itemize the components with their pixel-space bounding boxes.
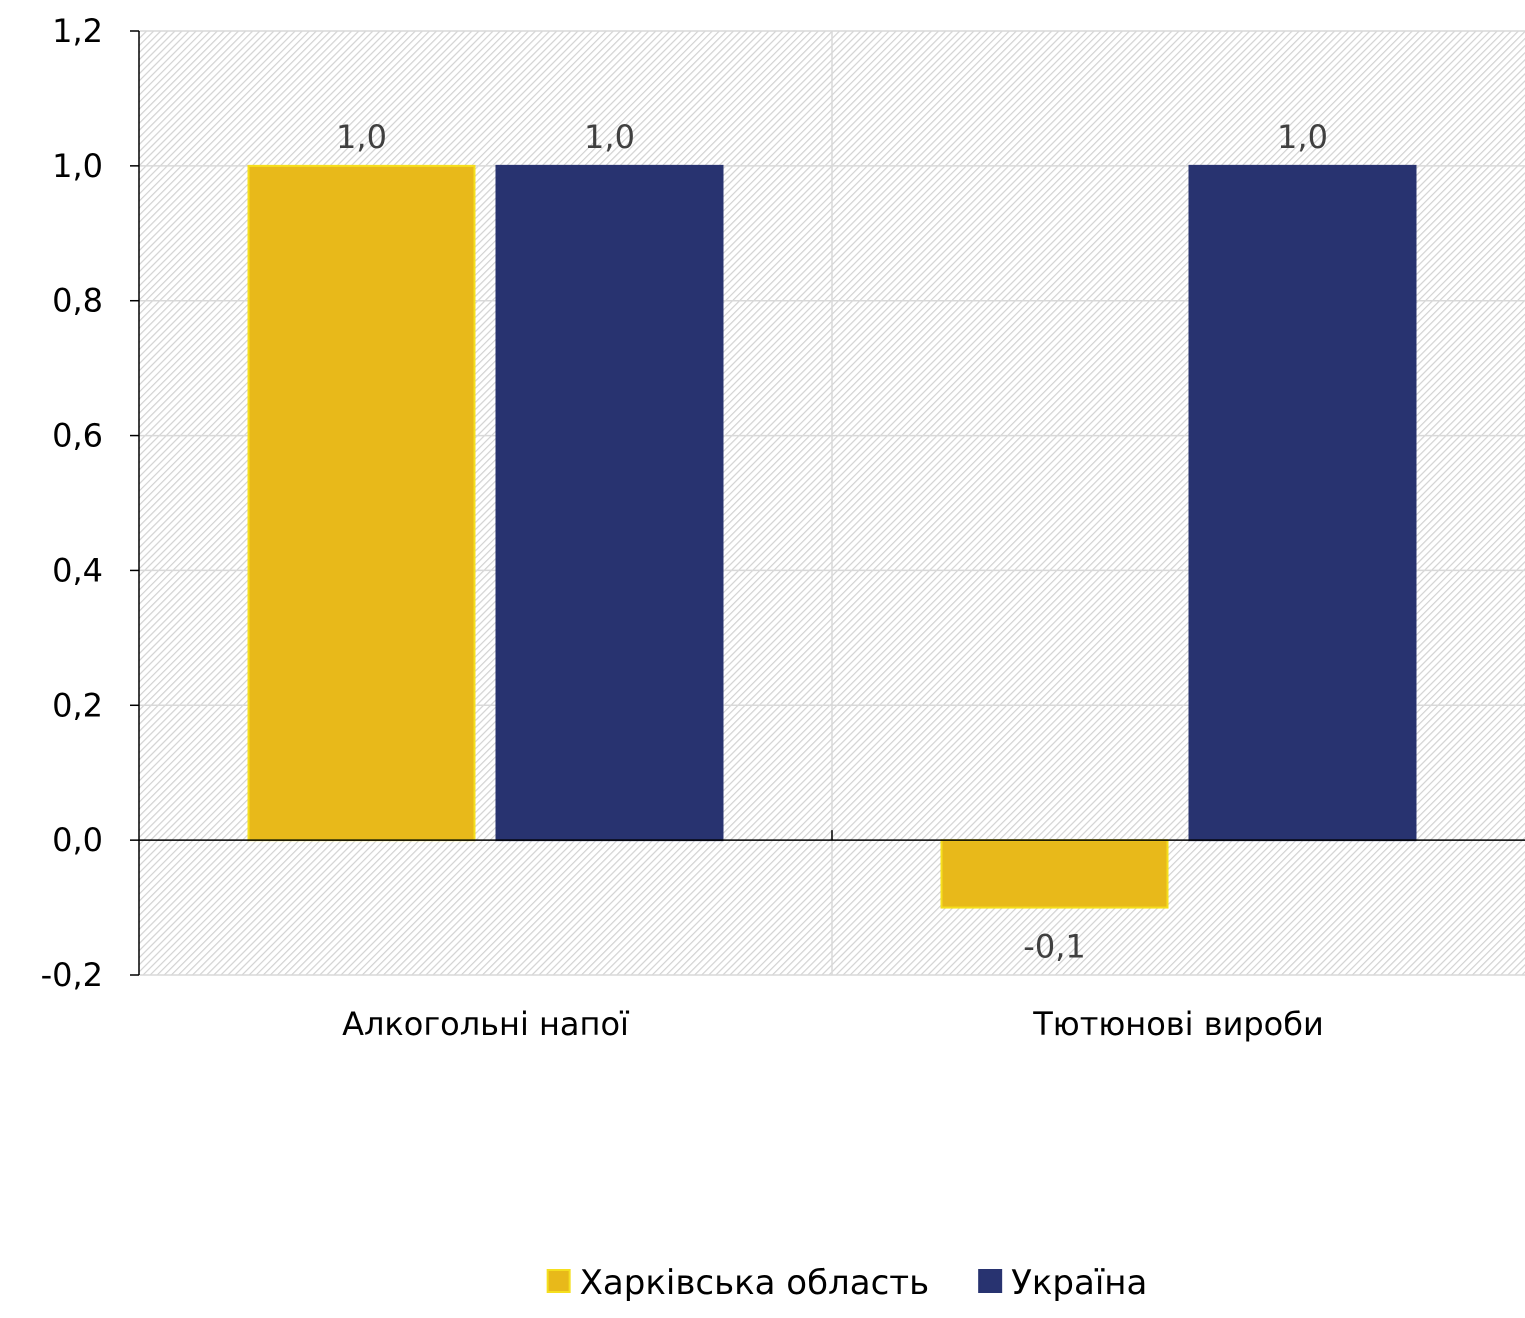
data-label: 1,0 [336, 118, 387, 156]
y-tick-label: 0,6 [52, 417, 103, 455]
bar [940, 839, 1169, 909]
axes [130, 30, 1525, 976]
bar [495, 164, 724, 842]
legend-item: Україна [978, 1263, 1147, 1303]
y-tick-label: 1,2 [52, 12, 103, 50]
y-tick-label: 0,2 [52, 686, 103, 724]
y-tick-label: 0,4 [52, 551, 103, 589]
y-axis-tick-labels: 1,2 1,0 0,8 0,6 0,4 0,2 0,0 -0,2 [41, 12, 103, 994]
bars [247, 164, 1417, 909]
x-tick-label: Алкогольні напої [342, 1005, 630, 1043]
legend: Харківська область Україна [546, 1263, 1147, 1303]
y-tick-label: -0,2 [41, 956, 103, 994]
y-tick-label: 0,8 [52, 282, 103, 320]
legend-label: Україна [1011, 1263, 1147, 1303]
data-label: -0,1 [1023, 928, 1085, 966]
legend-item: Харківська область [546, 1263, 930, 1303]
legend-label: Харківська область [580, 1263, 930, 1303]
legend-swatch [546, 1269, 571, 1293]
x-axis-category-labels: Алкогольні напої Тютюнові вироби [342, 1005, 1324, 1043]
data-label: 1,0 [584, 118, 635, 156]
data-label: 1,0 [1277, 118, 1328, 156]
x-tick-label: Тютюнові вироби [1032, 1005, 1324, 1043]
y-tick-label: 1,0 [52, 147, 103, 185]
bar [1188, 164, 1417, 842]
y-tick-label: 0,0 [52, 821, 103, 859]
bar [247, 164, 476, 842]
legend-swatch [978, 1269, 1003, 1293]
data-labels: 1,0 1,0 -0,1 1,0 [336, 118, 1328, 966]
